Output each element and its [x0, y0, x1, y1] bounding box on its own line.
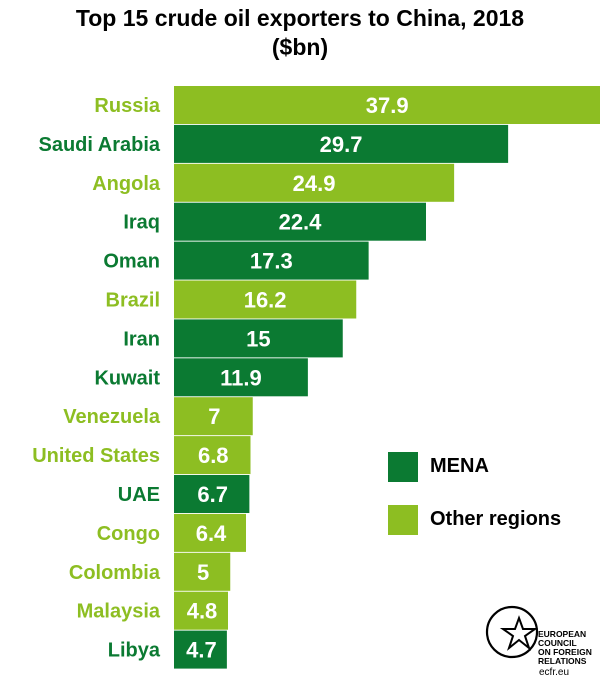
value-label-oman: 17.3: [250, 249, 293, 274]
chart-title: Top 15 crude oil exporters to China, 201…: [0, 4, 600, 62]
category-label-iran: Iran: [123, 328, 160, 350]
chart-subtitle: ($bn): [271, 34, 329, 60]
ecfr-line-1: EUROPEAN: [538, 629, 587, 639]
value-label-venezuela: 7: [208, 404, 220, 429]
value-label-congo: 6.4: [196, 521, 227, 546]
value-label-kuwait: 11.9: [220, 365, 262, 390]
value-label-russia: 37.9: [366, 93, 409, 118]
category-label-libya: Libya: [108, 640, 161, 662]
bar-uae: [174, 475, 250, 513]
bar-congo: [174, 513, 246, 552]
value-label-colombia: 5: [197, 560, 209, 585]
bar-libya: [174, 630, 227, 669]
legend-swatch-mena: [388, 452, 418, 482]
bar-brazil: [174, 280, 357, 319]
value-label-saudi-arabia: 29.7: [320, 132, 363, 157]
bar-united-states: [174, 436, 251, 475]
category-label-brazil: Brazil: [106, 290, 160, 312]
legend-swatch-other-regions: [388, 505, 418, 535]
value-label-malaysia: 4.8: [187, 599, 218, 624]
bar-saudi-arabia: [174, 124, 509, 163]
legend-label-other-regions: Other regions: [430, 508, 562, 530]
category-label-angola: Angola: [92, 173, 161, 195]
category-label-oman: Oman: [103, 251, 160, 273]
ecfr-logo: EUROPEAN COUNCIL ON FOREIGN RELATIONS ec…: [484, 602, 596, 680]
category-label-uae: UAE: [118, 484, 160, 506]
chart-title-main: Top 15 crude oil exporters to China, 201…: [75, 5, 525, 31]
category-label-malaysia: Malaysia: [77, 601, 161, 623]
category-label-venezuela: Venezuela: [63, 406, 161, 428]
value-label-angola: 24.9: [293, 171, 336, 196]
bar-angola: [174, 163, 455, 202]
category-label-united-states: United States: [32, 445, 160, 467]
value-label-united-states: 6.8: [198, 443, 229, 468]
bar-oman: [174, 241, 369, 280]
bar-iran: [174, 319, 343, 358]
value-label-iran: 15: [246, 326, 270, 351]
legend-label-mena: MENA: [430, 455, 489, 477]
ecfr-url: ecfr.eu: [539, 667, 570, 678]
ecfr-line-4: RELATIONS: [538, 656, 587, 666]
category-label-congo: Congo: [97, 523, 160, 545]
bar-iraq: [174, 202, 426, 241]
ecfr-line-2: COUNCIL: [538, 638, 577, 648]
category-label-saudi-arabia: Saudi Arabia: [38, 134, 160, 156]
bar-kuwait: [174, 358, 308, 397]
value-label-uae: 6.7: [197, 482, 228, 507]
bar-malaysia: [174, 591, 228, 630]
category-label-russia: Russia: [94, 95, 160, 117]
ecfr-logo-text: EUROPEAN COUNCIL ON FOREIGN RELATIONS: [538, 630, 592, 666]
value-label-iraq: 22.4: [279, 210, 323, 235]
category-label-kuwait: Kuwait: [94, 367, 160, 389]
category-label-colombia: Colombia: [69, 562, 161, 584]
bar-colombia: [174, 552, 231, 591]
bar-russia: [174, 86, 600, 124]
value-label-libya: 4.7: [186, 638, 217, 663]
ecfr-line-3: ON FOREIGN: [538, 647, 592, 657]
category-label-iraq: Iraq: [123, 212, 160, 234]
ecfr-logo-mark: [485, 605, 539, 659]
value-label-brazil: 16.2: [244, 288, 287, 313]
bar-venezuela: [174, 397, 253, 436]
